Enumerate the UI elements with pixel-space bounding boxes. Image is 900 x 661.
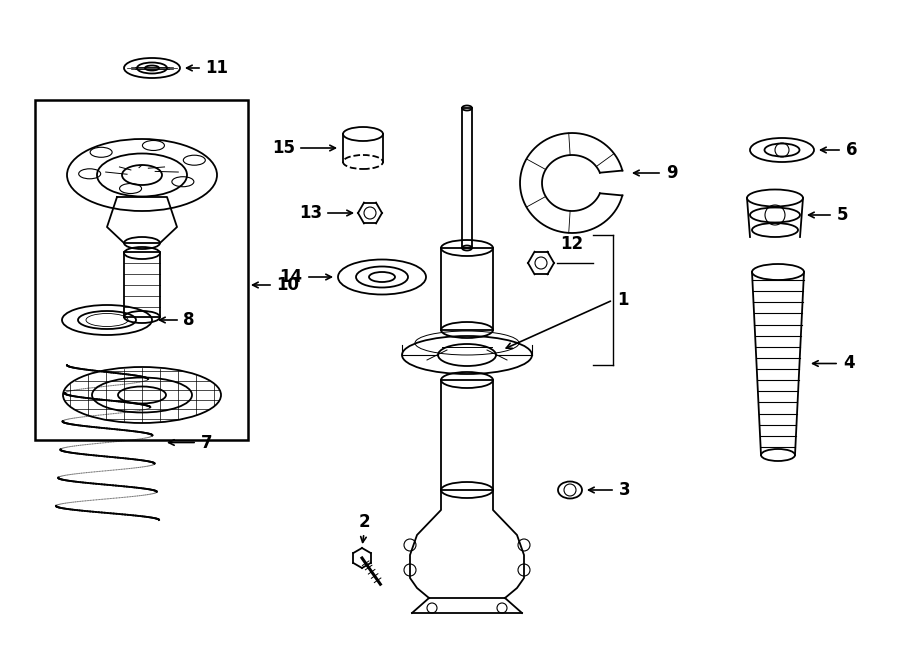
Text: 14: 14 — [279, 268, 302, 286]
Bar — [462, 108, 472, 248]
Text: 3: 3 — [619, 481, 631, 499]
Text: 13: 13 — [299, 204, 322, 222]
Text: 2: 2 — [358, 513, 370, 531]
Bar — [441, 380, 493, 490]
Text: 8: 8 — [183, 311, 194, 329]
Bar — [35, 100, 248, 440]
Text: 12: 12 — [560, 235, 583, 253]
Text: 5: 5 — [837, 206, 849, 224]
Bar — [441, 248, 493, 330]
Text: 1: 1 — [617, 291, 628, 309]
Text: 9: 9 — [666, 164, 678, 182]
Text: 15: 15 — [272, 139, 295, 157]
Text: 7: 7 — [201, 434, 212, 451]
Text: 11: 11 — [205, 59, 228, 77]
Text: 10: 10 — [276, 276, 299, 294]
Text: 4: 4 — [843, 354, 855, 373]
Text: 6: 6 — [846, 141, 858, 159]
Bar — [124, 252, 160, 317]
